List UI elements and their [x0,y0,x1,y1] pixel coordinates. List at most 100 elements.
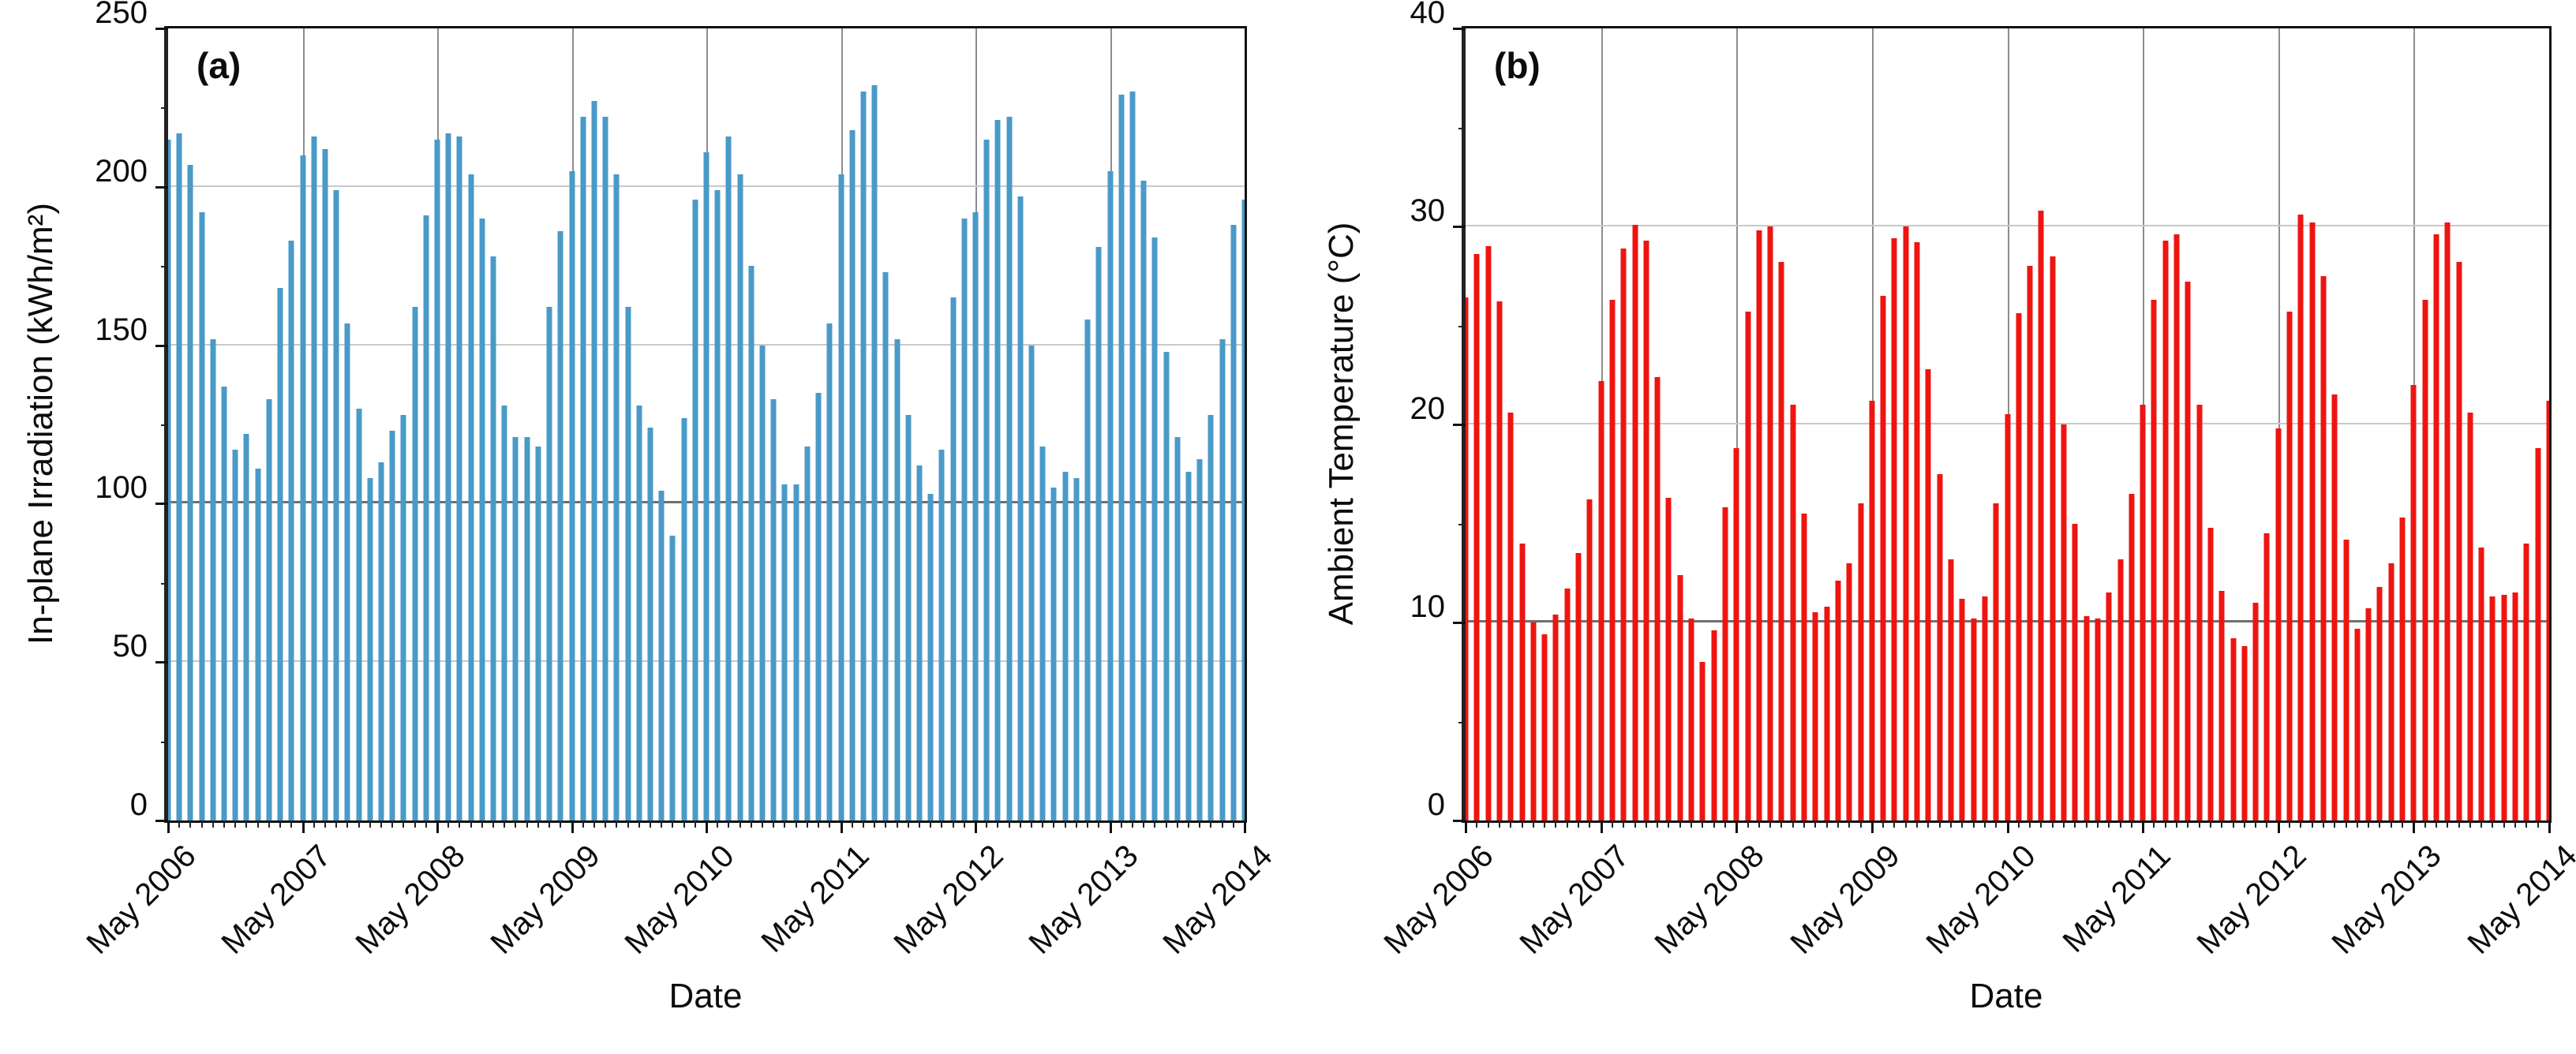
x-axis-minor-tick [1176,820,1178,828]
monthly-bar [2512,592,2518,820]
monthly-bar [1925,368,1931,820]
x-axis-minor-tick [1532,820,1534,828]
x-axis-minor-tick [1589,820,1591,828]
x-axis-tick [2006,820,2009,833]
monthly-bar [1993,503,1999,820]
x-axis-minor-tick [1803,820,1806,828]
x-tick-label: May 2010 [618,838,741,961]
monthly-bar [569,170,575,820]
x-axis-minor-tick [1882,820,1885,828]
x-axis-minor-tick [1566,820,1568,828]
monthly-bar [1654,376,1661,820]
monthly-bar [1107,170,1113,820]
x-tick-label: May 2012 [887,838,1010,961]
x-axis-minor-tick [1916,820,1919,828]
x-axis-minor-tick [1187,820,1189,828]
monthly-bar [1914,242,1920,820]
x-axis-minor-tick [2176,820,2178,828]
y-axis-tick [1453,820,1466,822]
monthly-bar [737,174,743,820]
monthly-bar [2433,234,2439,820]
monthly-bar [1778,262,1784,820]
x-axis-minor-tick [1724,820,1726,828]
y-axis-tick [155,185,168,189]
x-axis-minor-tick [963,820,965,828]
x-axis-minor-tick [414,820,416,828]
x-axis-minor-tick [2232,820,2234,828]
monthly-bar [221,386,227,820]
x-axis-minor-tick [739,820,741,828]
x-axis-minor-tick [537,820,539,828]
x-axis-minor-tick [2130,820,2132,828]
x-axis-minor-tick [1814,820,1817,828]
x-axis-minor-tick [2322,820,2324,828]
monthly-bar [972,211,979,820]
monthly-bar [759,345,766,820]
monthly-bar [546,307,552,820]
x-axis-minor-tick [549,820,551,828]
monthly-bar [1801,513,1807,820]
monthly-bar [2061,424,2067,820]
x-axis-minor-tick [1995,820,1998,828]
monthly-bar [2005,414,2010,820]
x-axis-minor-tick [335,820,338,828]
x-axis-minor-tick [2368,820,2370,828]
x-axis-minor-tick [1154,820,1156,828]
x-tick-label: May 2014 [1156,838,1279,961]
monthly-bar [535,447,541,820]
x-axis-minor-tick [1690,820,1693,828]
monthly-bar [2501,594,2507,820]
monthly-bar [1541,634,1548,820]
monthly-bar [625,307,631,820]
x-tick-label: May 2007 [214,838,338,961]
x-axis-minor-tick [2051,820,2054,828]
y-axis-tick [1453,28,1466,30]
monthly-bar [1812,612,1818,820]
monthly-bar [580,117,586,820]
panel-b-y-axis-title: Ambient Temperature (°C) [1322,222,1361,626]
y-tick-label: 20 [1410,391,1446,426]
x-tick-label: May 2014 [2461,838,2576,961]
x-axis-minor-tick [1657,820,1659,828]
y-axis-minor-tick [161,582,168,585]
monthly-bar [1948,559,1954,820]
x-axis-minor-tick [2040,820,2042,828]
x-axis-minor-tick [1949,820,1952,828]
x-axis-minor-tick [896,820,898,828]
x-tick-label: May 2010 [1919,838,2042,961]
monthly-bar [669,535,676,820]
y-axis-tick [155,28,168,30]
x-axis-minor-tick [862,820,864,828]
x-axis-minor-tick [1487,820,1489,828]
x-axis-minor-tick [290,820,293,828]
x-axis-minor-tick [2108,820,2110,828]
y-tick-label: 40 [1410,0,1446,30]
monthly-bar [860,92,867,820]
monthly-bar [356,408,362,820]
y-tick-label: 30 [1410,193,1446,228]
x-axis-tick [1600,820,1603,833]
monthly-bar [1745,311,1751,820]
monthly-bar [849,129,856,820]
monthly-bar [2546,400,2549,820]
x-tick-label: May 2013 [2325,838,2449,961]
x-axis-minor-tick [1859,820,1862,828]
monthly-bar [1869,400,1875,820]
monthly-bar [501,405,507,820]
monthly-bar [322,148,328,820]
monthly-bar [1050,488,1057,820]
x-axis-minor-tick [256,820,259,828]
x-axis-minor-tick [2029,820,2031,828]
x-axis-minor-tick [1087,820,1089,828]
monthly-bar [2331,394,2338,820]
x-axis-minor-tick [515,820,517,828]
x-tick-label: May 2011 [2056,838,2177,959]
x-axis-minor-tick [1837,820,1839,828]
monthly-bar [1620,248,1627,820]
x-axis-minor-tick [2221,820,2223,828]
monthly-bar [1699,662,1705,820]
x-axis-minor-tick [616,820,618,828]
monthly-bar [1466,297,1469,820]
x-axis-minor-tick [1143,820,1145,828]
x-axis-minor-tick [425,820,427,828]
